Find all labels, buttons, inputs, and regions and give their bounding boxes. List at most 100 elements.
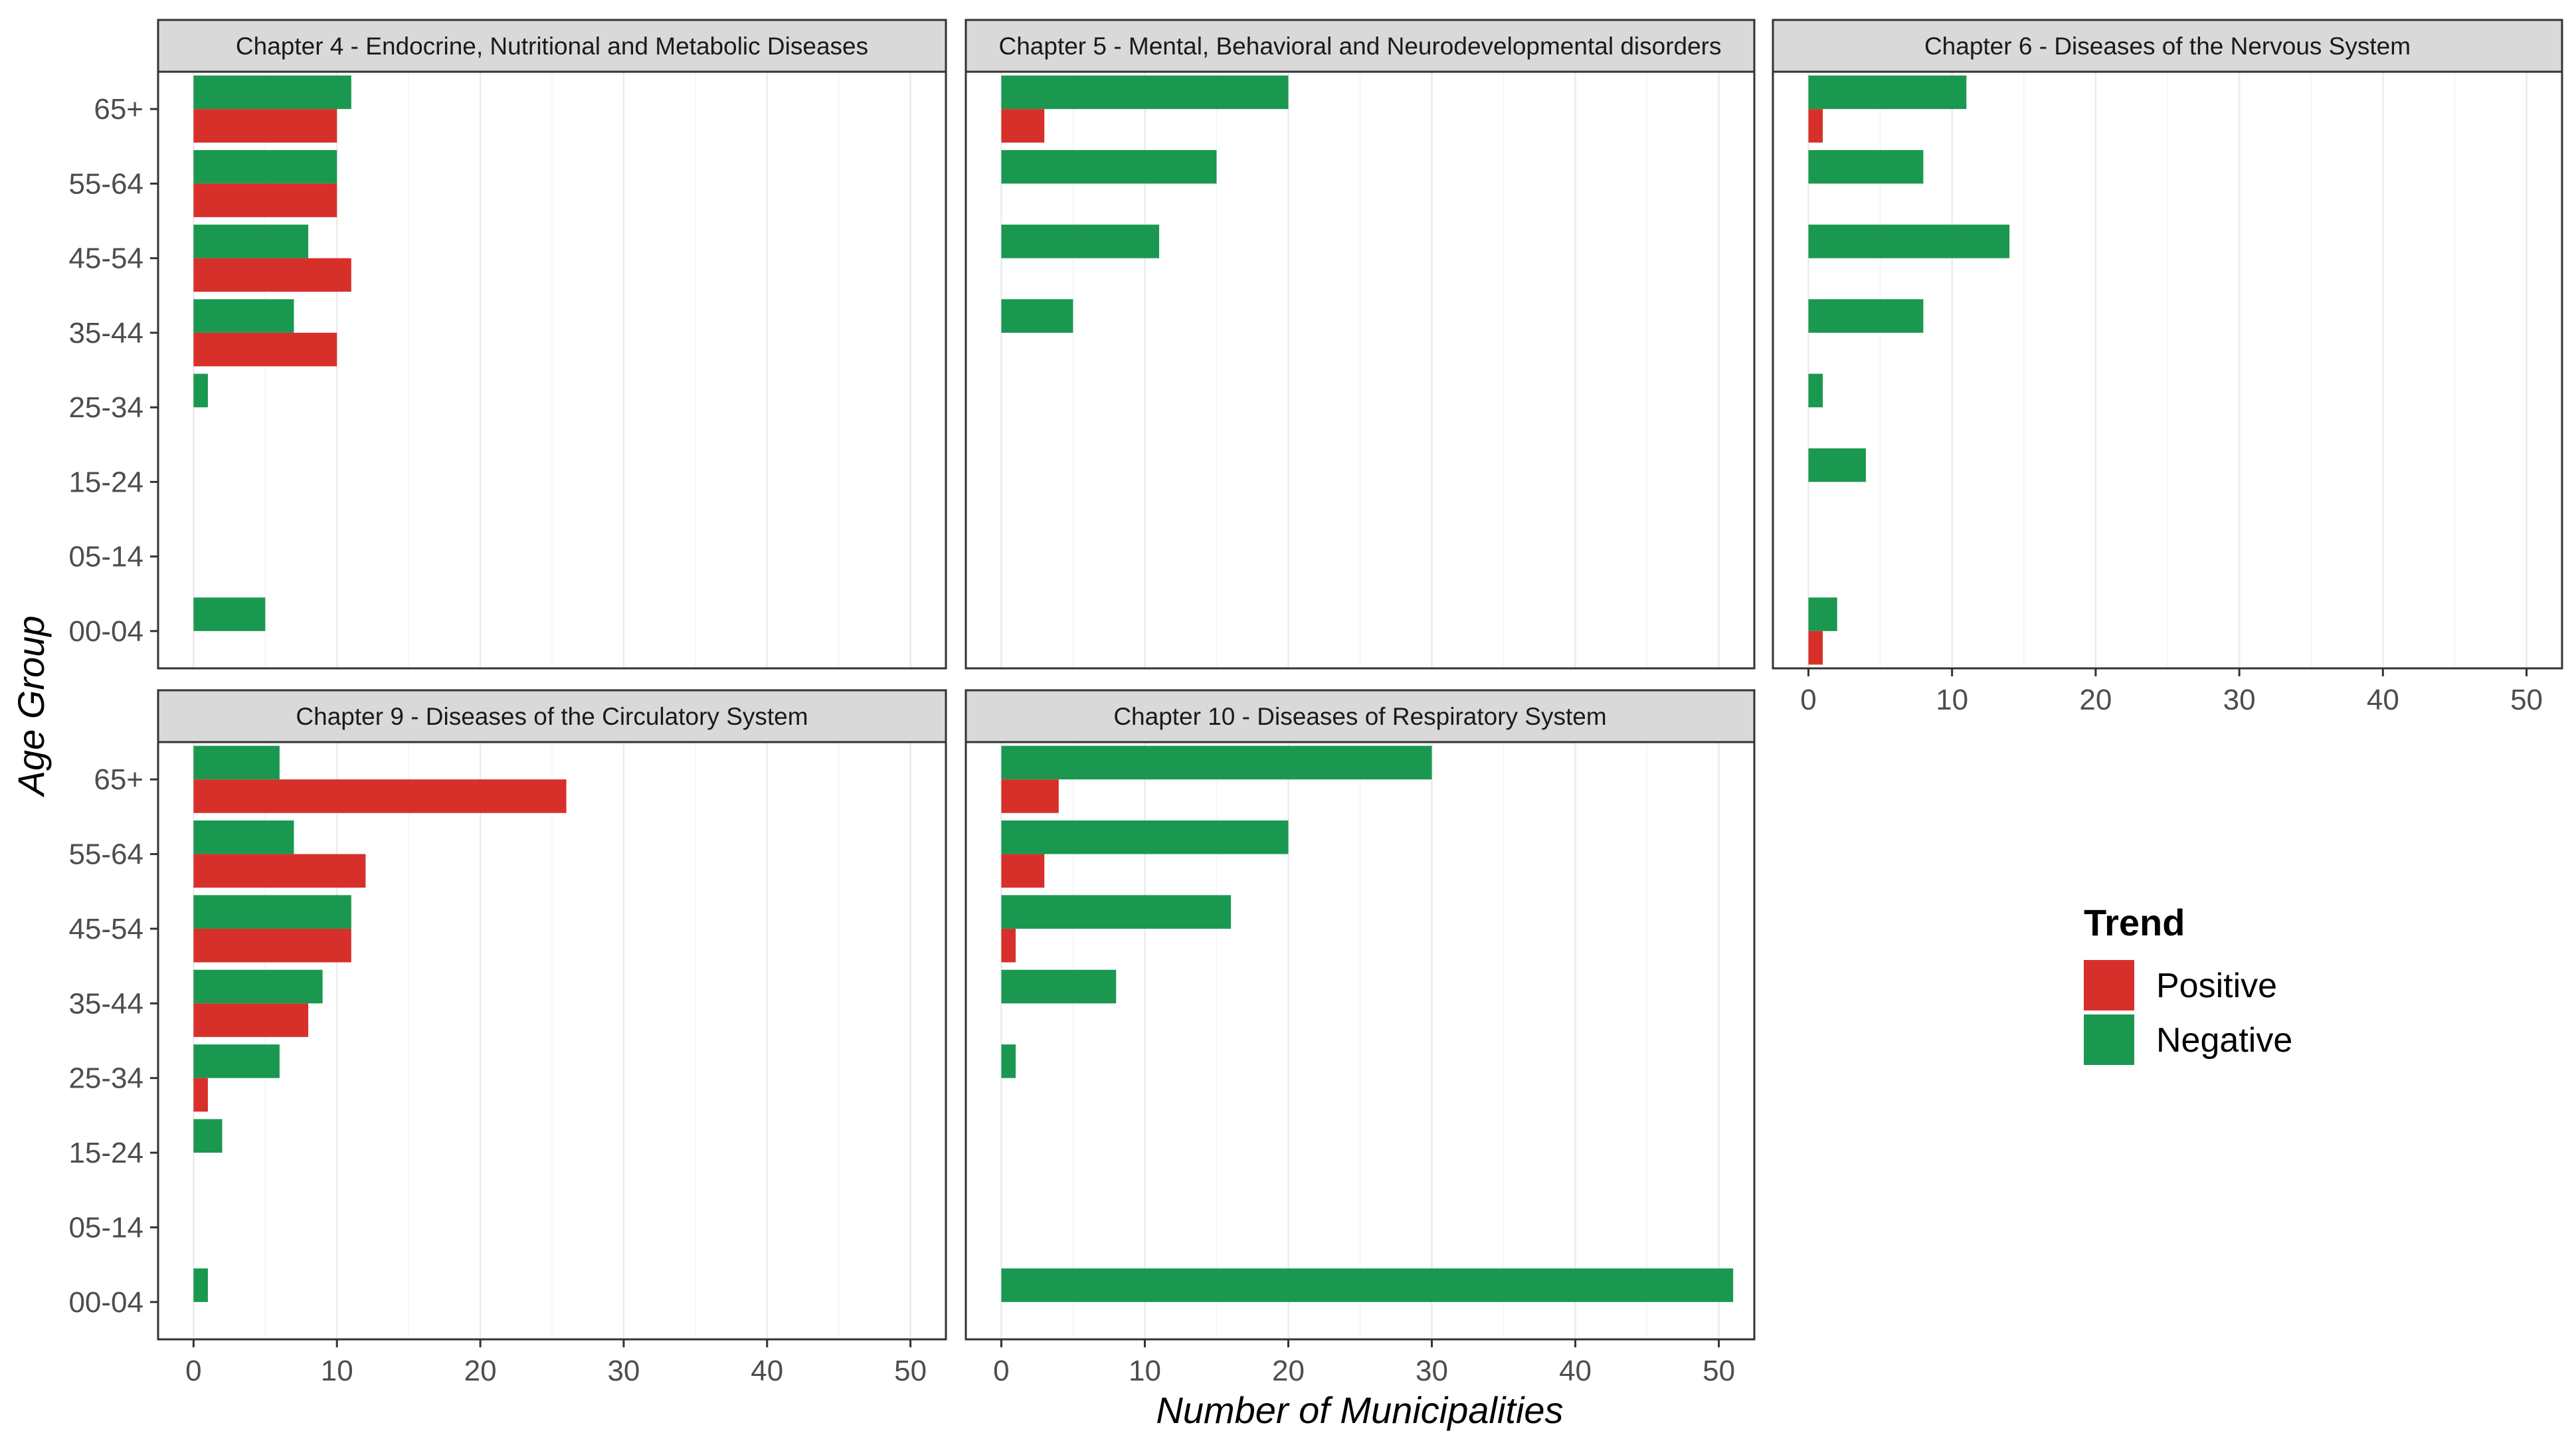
bar-positive-45-54 [1001,928,1016,963]
bar-negative-35-44 [193,299,294,333]
y-axis: 65+ 55-64 45-54 35-44 25-34 15-24 05-14 00-04 [68,93,158,648]
panel-border [965,741,1756,1341]
legend-label-positive: Positive [2156,967,2277,1005]
x-axis-title: Number of Municipalities [1156,1389,1563,1431]
bar-positive-65 [1808,109,1823,143]
y-tick-label: 05-14 [68,1211,143,1244]
x-axis: 0 10 20 30 40 50 [993,1339,1735,1387]
bar-positive-25-34 [193,1078,208,1112]
facet-chapter-4: Chapter 4 - Endocrine, Nutritional and M… [68,19,947,670]
bar-negative-00-04 [193,1268,208,1302]
y-tick-label: 65+ [94,93,143,126]
bar-negative-00-04 [1001,1268,1734,1302]
x-tick-label: 20 [1272,1355,1305,1387]
bar-negative-35-44 [1001,969,1117,1004]
bar-negative-65 [193,745,280,780]
x-tick-label: 30 [607,1355,640,1387]
bar-negative-65 [1808,75,1967,110]
x-tick-label: 0 [1800,684,1816,716]
bar-negative-00-04 [1808,597,1837,631]
x-tick-label: 20 [2079,684,2112,716]
y-tick-label: 45-54 [68,913,143,945]
bar-negative-25-34 [193,373,208,408]
x-axis: 0 10 20 30 40 50 [1800,668,2543,716]
y-tick-label: 25-34 [68,1062,143,1095]
bar-negative-55-64 [193,149,337,184]
facet-title: Chapter 6 - Diseases of the Nervous Syst… [1924,33,2411,60]
facet-chapter-6: Chapter 6 - Diseases of the Nervous Syst… [1772,19,2563,716]
bar-negative-25-34 [1001,1044,1016,1078]
bar-positive-65 [1001,109,1045,143]
gridlines [193,742,911,1339]
bar-negative-45-54 [1001,225,1160,258]
x-axis: 0 10 20 30 40 50 [185,1339,927,1387]
facet-chapter-5: Chapter 5 - Mental, Behavioral and Neuro… [965,19,1756,670]
bar-negative-35-44 [1001,299,1073,333]
bar-positive-65 [1001,779,1059,813]
bar-negative-25-34 [193,1044,280,1078]
x-tick-label: 50 [1702,1355,1735,1387]
bar-positive-00-04 [1808,630,1823,665]
legend: Trend Positive Negative [2084,902,2292,1065]
bar-negative-00-04 [193,597,266,631]
y-tick-label: 35-44 [68,317,143,349]
facet-title: Chapter 10 - Diseases of Respiratory Sys… [1113,703,1606,730]
x-tick-label: 0 [993,1355,1009,1387]
bar-negative-35-44 [1808,299,1924,333]
facet-strip [1772,19,2563,73]
facet-chapter-10: Chapter 10 - Diseases of Respiratory Sys… [965,689,1756,1387]
bar-positive-45-54 [193,928,351,963]
bar-negative-45-54 [193,225,309,258]
bar-negative-15-24 [193,1119,223,1153]
x-tick-label: 10 [1129,1355,1161,1387]
bar-negative-55-64 [193,820,294,854]
bar-negative-65 [1001,75,1289,110]
panel-border [157,741,947,1341]
bar-negative-45-54 [1001,895,1232,929]
legend-title: Trend [2084,902,2185,943]
y-axis: 65+ 55-64 45-54 35-44 25-34 15-24 05-14 00-04 [68,763,158,1319]
bar-negative-65 [193,75,351,110]
bar-positive-55-64 [193,854,366,888]
y-tick-label: 25-34 [68,391,143,424]
y-tick-label: 00-04 [68,615,143,648]
legend-swatch-positive [2084,960,2134,1010]
bar-positive-45-54 [193,258,351,292]
panel-border [965,70,1756,670]
x-tick-label: 30 [2223,684,2256,716]
x-tick-label: 40 [1559,1355,1592,1387]
facet-title: Chapter 9 - Diseases of the Circulatory … [296,703,808,730]
legend-swatch-negative [2084,1014,2134,1065]
panel-border [1772,70,2563,670]
x-tick-label: 50 [2510,684,2543,716]
bar-positive-65 [193,779,567,813]
bar-negative-45-54 [1808,225,2010,258]
y-tick-label: 55-64 [68,838,143,871]
bar-negative-45-54 [193,895,351,929]
bar-negative-55-64 [1808,149,1924,184]
y-axis-title: Age Group [10,616,52,798]
bar-positive-55-64 [193,183,337,217]
x-tick-label: 10 [321,1355,353,1387]
x-tick-label: 30 [1416,1355,1448,1387]
y-tick-label: 35-44 [68,987,143,1020]
x-tick-label: 40 [2367,684,2399,716]
bar-negative-55-64 [1001,149,1217,184]
y-tick-label: 15-24 [68,1137,143,1169]
bar-positive-65 [193,109,337,143]
facet-strip [965,689,1756,743]
bar-negative-55-64 [1001,820,1289,854]
facet-strip [157,19,947,73]
bar-positive-35-44 [193,1003,309,1037]
bar-negative-25-34 [1808,373,1823,408]
y-tick-label: 00-04 [68,1286,143,1319]
y-tick-label: 65+ [94,763,143,796]
bar-negative-65 [1001,745,1432,780]
facet-title: Chapter 4 - Endocrine, Nutritional and M… [236,33,868,60]
y-tick-label: 55-64 [68,167,143,200]
panel-border [157,70,947,670]
y-tick-label: 45-54 [68,242,143,275]
y-tick-label: 05-14 [68,541,143,573]
bar-positive-55-64 [1001,854,1045,888]
